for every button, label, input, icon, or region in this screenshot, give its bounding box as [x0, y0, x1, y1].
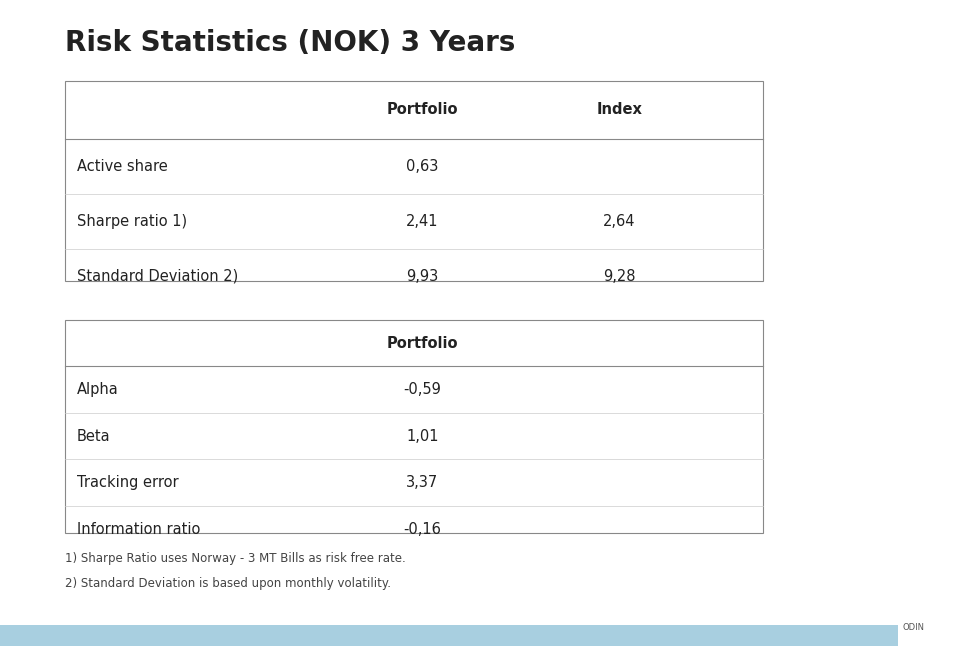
- Text: ODIN: ODIN: [903, 623, 924, 632]
- Text: 3,37: 3,37: [406, 475, 439, 490]
- Text: 1,01: 1,01: [406, 428, 439, 444]
- Text: Portfolio: Portfolio: [387, 102, 458, 118]
- Text: -0,59: -0,59: [403, 382, 442, 397]
- Text: 2,41: 2,41: [406, 214, 439, 229]
- Text: 0,63: 0,63: [406, 159, 439, 174]
- Text: 2) Standard Deviation is based upon monthly volatility.: 2) Standard Deviation is based upon mont…: [65, 577, 392, 590]
- Text: Tracking error: Tracking error: [77, 475, 179, 490]
- Text: Sharpe ratio 1): Sharpe ratio 1): [77, 214, 187, 229]
- Text: 9,28: 9,28: [603, 269, 636, 284]
- Text: Risk Statistics (NOK) 3 Years: Risk Statistics (NOK) 3 Years: [65, 29, 516, 57]
- Text: 1) Sharpe Ratio uses Norway - 3 MT Bills as risk free rate.: 1) Sharpe Ratio uses Norway - 3 MT Bills…: [65, 552, 406, 565]
- Bar: [65, 320, 763, 533]
- Text: Index: Index: [596, 102, 642, 118]
- Text: Alpha: Alpha: [77, 382, 118, 397]
- Text: 2,64: 2,64: [603, 214, 636, 229]
- Text: Standard Deviation 2): Standard Deviation 2): [77, 269, 238, 284]
- Text: Beta: Beta: [77, 428, 110, 444]
- Bar: [65, 81, 763, 281]
- Text: 9,93: 9,93: [406, 269, 439, 284]
- Bar: [0, 625, 898, 646]
- Text: Active share: Active share: [77, 159, 168, 174]
- Text: Portfolio: Portfolio: [387, 335, 458, 351]
- Text: -0,16: -0,16: [403, 521, 442, 537]
- Text: Information ratio: Information ratio: [77, 521, 201, 537]
